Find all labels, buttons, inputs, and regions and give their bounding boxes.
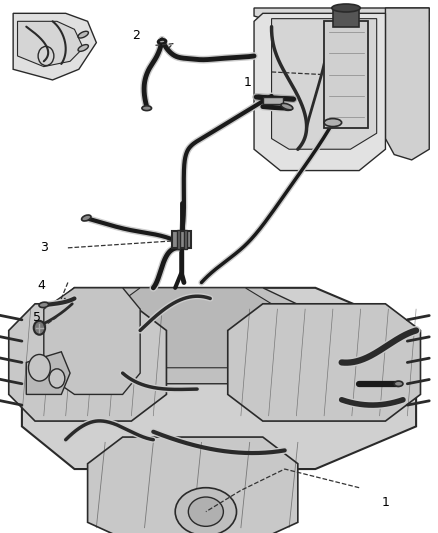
Polygon shape <box>88 437 298 533</box>
Ellipse shape <box>142 106 152 110</box>
Ellipse shape <box>324 118 342 126</box>
Ellipse shape <box>78 45 88 51</box>
Polygon shape <box>228 304 420 421</box>
Ellipse shape <box>158 39 166 44</box>
Ellipse shape <box>188 497 223 527</box>
Bar <box>177 230 180 249</box>
Text: 5: 5 <box>33 311 41 324</box>
Polygon shape <box>13 13 96 80</box>
Text: 1: 1 <box>244 76 251 89</box>
Ellipse shape <box>39 302 49 308</box>
Polygon shape <box>254 8 429 27</box>
Bar <box>263 97 283 104</box>
Bar <box>324 21 368 128</box>
Polygon shape <box>26 352 70 394</box>
Polygon shape <box>254 13 385 171</box>
Ellipse shape <box>81 215 91 221</box>
Ellipse shape <box>175 488 237 533</box>
Ellipse shape <box>284 106 292 110</box>
Text: 4: 4 <box>38 279 46 292</box>
Text: 3: 3 <box>40 241 48 254</box>
Bar <box>172 231 191 248</box>
Text: 2: 2 <box>132 29 140 42</box>
Circle shape <box>28 354 50 381</box>
Circle shape <box>49 369 65 388</box>
Polygon shape <box>61 288 342 384</box>
Circle shape <box>34 321 45 335</box>
Polygon shape <box>96 288 298 368</box>
Polygon shape <box>385 8 429 160</box>
Ellipse shape <box>332 4 360 12</box>
Ellipse shape <box>281 103 293 110</box>
Bar <box>184 230 187 249</box>
Polygon shape <box>272 19 377 149</box>
Polygon shape <box>44 288 140 394</box>
Polygon shape <box>9 304 166 421</box>
Bar <box>333 8 359 27</box>
Ellipse shape <box>394 381 403 386</box>
Ellipse shape <box>78 31 88 38</box>
Text: 1: 1 <box>381 496 389 508</box>
Polygon shape <box>22 288 416 469</box>
Polygon shape <box>18 21 83 67</box>
